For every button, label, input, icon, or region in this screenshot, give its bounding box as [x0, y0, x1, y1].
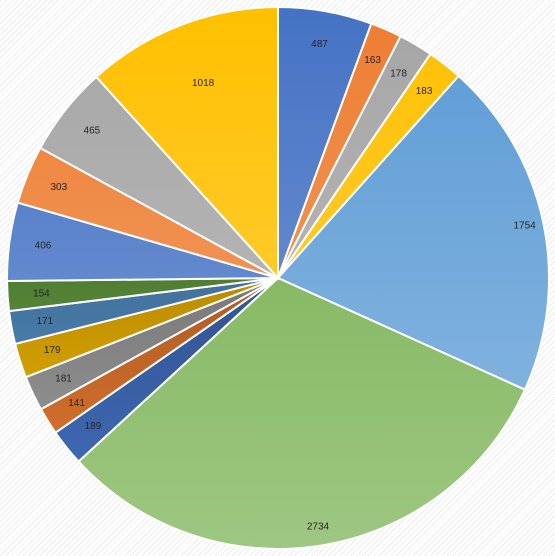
pie-data-label-5: 1754 — [513, 221, 536, 232]
pie-data-label-4: 183 — [416, 86, 433, 97]
pie-data-label-2: 163 — [364, 55, 381, 66]
pie-data-label-11: 171 — [37, 316, 54, 327]
pie-data-label-14: 303 — [50, 182, 67, 193]
pie-slice-5 — [276, 74, 550, 391]
pie-data-label-3: 178 — [390, 68, 407, 79]
pie-data-label-8: 141 — [68, 398, 85, 409]
pie-data-label-7: 189 — [85, 421, 102, 432]
pie-slice-6 — [77, 276, 527, 550]
pie-data-label-15: 465 — [84, 126, 101, 137]
pie-data-label-1: 487 — [311, 39, 328, 50]
pie-data-labels: 487 163 178 183 1754 2734 189 141 181 179 171 154 40… — [33, 39, 536, 532]
pie-slice-16 — [94, 5, 279, 281]
pie-data-label-12: 154 — [33, 288, 50, 299]
pie-data-label-16: 1018 — [192, 78, 215, 89]
pie-slices — [6, 5, 550, 550]
pie-data-label-6: 2734 — [307, 521, 330, 532]
pie-data-label-9: 181 — [55, 374, 72, 385]
pie-data-label-10: 179 — [44, 345, 61, 356]
pie-data-label-13: 406 — [35, 241, 52, 252]
